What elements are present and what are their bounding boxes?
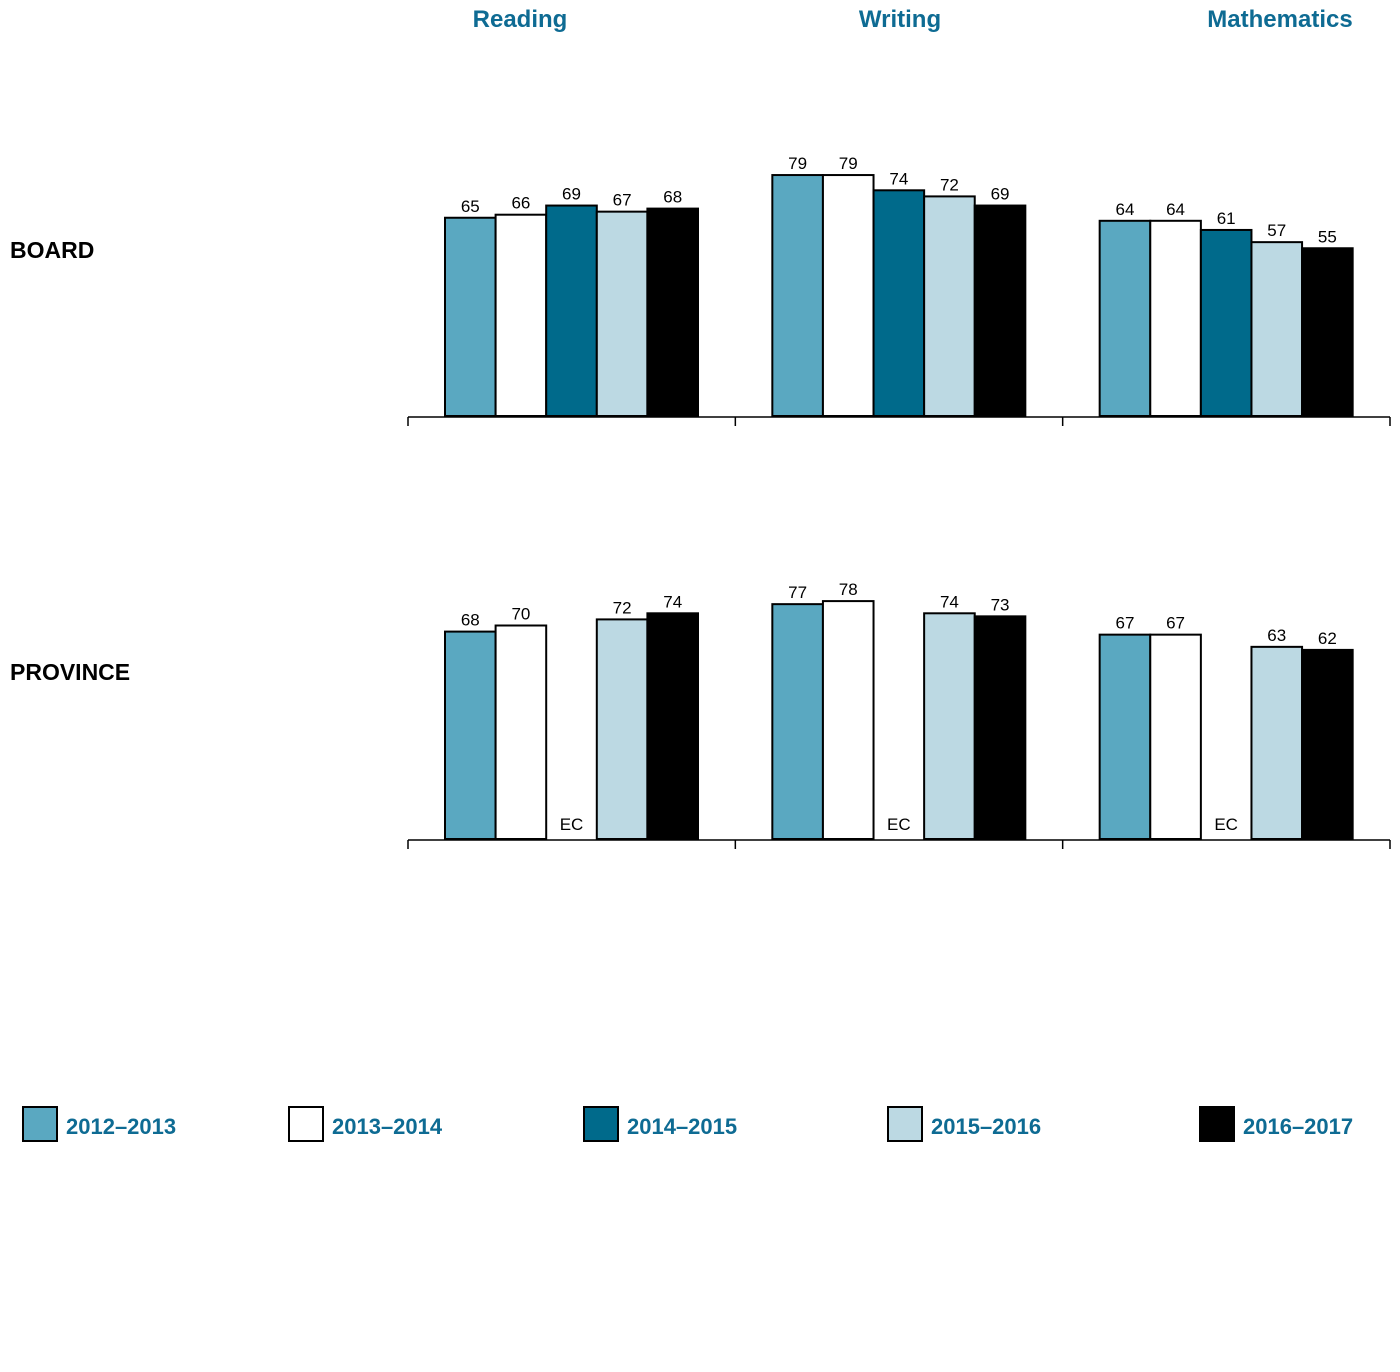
province-mathematics-bar [1301, 648, 1354, 841]
province-mathematics-data-label: 67 [1166, 614, 1185, 633]
province-reading-missing-label: EC [560, 815, 584, 834]
board-reading-bar [444, 216, 497, 417]
province-mathematics-bar [1250, 645, 1304, 840]
legend-swatch [22, 1106, 58, 1142]
board-writing-bar [821, 174, 875, 417]
board-writing-bar [872, 189, 926, 417]
board-mathematics-bar [1199, 228, 1253, 417]
province-writing-data-label: 78 [839, 580, 858, 599]
board-reading-data-label: 65 [461, 197, 480, 216]
panel-label-board: BOARD [10, 237, 95, 263]
province-writing-bar [923, 612, 976, 840]
province-reading-bar [494, 624, 548, 840]
board-reading-data-label: 69 [562, 185, 581, 204]
board-mathematics-data-label: 57 [1267, 221, 1286, 240]
board-reading-data-label: 67 [613, 191, 632, 210]
board-mathematics-bar [1301, 247, 1354, 417]
province-mathematics-missing-label: EC [1214, 815, 1238, 834]
board-reading-bar [595, 210, 649, 417]
province-reading-data-label: 72 [613, 598, 632, 617]
board-mathematics-data-label: 55 [1318, 227, 1337, 246]
board-reading-bar [646, 207, 700, 417]
subject-title-writing: Writing [858, 6, 942, 33]
province-mathematics-bar [1149, 633, 1202, 841]
panel-label-province: PROVINCE [10, 659, 131, 685]
province-writing-bar [771, 603, 824, 841]
province-mathematics-data-label: 67 [1116, 614, 1135, 633]
legend-swatch [583, 1106, 619, 1142]
board-writing-data-label: 79 [788, 154, 807, 173]
board-writing-bar [923, 195, 976, 417]
province-reading-bar [595, 618, 649, 841]
board-mathematics-bar [1149, 219, 1202, 417]
province-mathematics-data-label: 63 [1267, 626, 1286, 645]
province-writing-missing-label: EC [887, 815, 911, 834]
legend-label: 2014–2015 [627, 1114, 738, 1139]
board-reading-bar [494, 213, 548, 417]
board-mathematics-bar [1098, 219, 1152, 417]
board-mathematics-data-label: 64 [1116, 200, 1135, 219]
board-writing-data-label: 79 [839, 154, 858, 173]
board-writing-bar [973, 204, 1027, 417]
province-writing-data-label: 73 [991, 595, 1010, 614]
province-reading-data-label: 68 [461, 611, 480, 630]
province-mathematics-data-label: 62 [1318, 629, 1337, 648]
legend-swatch [887, 1106, 923, 1142]
board-writing-bar [771, 174, 824, 417]
province-writing-data-label: 77 [788, 583, 807, 602]
legend-label: 2012–2013 [66, 1114, 177, 1139]
board-mathematics-data-label: 61 [1217, 209, 1236, 228]
board-mathematics-bar [1250, 241, 1304, 417]
legend-swatch [1199, 1106, 1235, 1142]
legend-swatch [288, 1106, 324, 1142]
province-reading-data-label: 74 [663, 592, 682, 611]
province-mathematics-bar [1098, 633, 1152, 841]
board-writing-data-label: 69 [991, 185, 1010, 204]
province-reading-data-label: 70 [511, 605, 530, 624]
subject-title-reading: Reading [472, 6, 568, 33]
province-writing-bar [821, 600, 875, 840]
board-reading-data-label: 68 [663, 188, 682, 207]
board-reading-bar [545, 204, 598, 417]
province-reading-bar [646, 612, 700, 840]
province-writing-data-label: 74 [940, 592, 959, 611]
board-writing-data-label: 74 [889, 169, 908, 188]
board-mathematics-data-label: 64 [1166, 200, 1185, 219]
board-writing-data-label: 72 [940, 175, 959, 194]
legend-label: 2016–2017 [1243, 1114, 1354, 1139]
legend-label: 2013–2014 [332, 1114, 443, 1139]
board-reading-data-label: 66 [511, 194, 530, 213]
legend-label: 2015–2016 [931, 1114, 1042, 1139]
subject-title-mathematics: Mathematics [1207, 6, 1353, 33]
province-writing-bar [973, 615, 1027, 840]
province-reading-bar [444, 630, 497, 840]
